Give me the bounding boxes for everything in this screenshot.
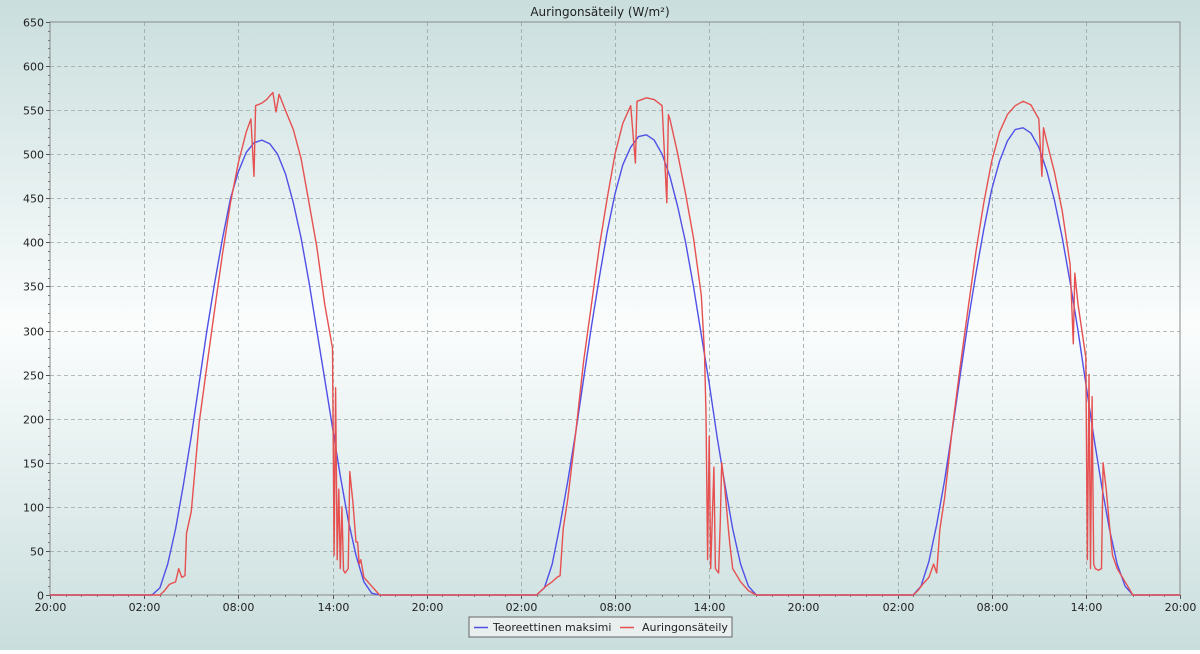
y-tick-label: 500 [23,149,44,162]
y-tick-label: 250 [23,370,44,383]
legend-box [468,616,733,638]
x-tick-label: 14:00 [1071,601,1103,614]
legend-label-theoretical: Teoreettinen maksimi [492,621,611,634]
series-line-measured [50,91,1180,596]
y-tick-label: 300 [23,326,44,339]
series-layer [50,91,1180,596]
x-tick-label: 14:00 [694,601,726,614]
y-tick-label: 200 [23,414,44,427]
y-tick-label: 100 [23,502,44,515]
x-tick-label: 20:00 [1165,601,1197,614]
y-tick-label: 400 [23,237,44,250]
x-tick-label: 14:00 [318,601,350,614]
axes: 0 50 100 150 200 250 300 350 400 450 500 550 600 650 2… [23,17,1196,615]
x-tick-label: 02:00 [506,601,538,614]
chart-title: Auringonsäteily (W/m²) [530,5,669,19]
y-tick-label: 550 [23,105,44,118]
x-tick-label: 08:00 [977,601,1009,614]
x-tick-label: 08:00 [600,601,632,614]
legend-label-measured: Auringonsäteily [642,621,728,634]
x-tick-label: 20:00 [788,601,820,614]
y-tick-label: 350 [23,281,44,294]
legend: Teoreettinen maksimi Auringonsäteily [468,616,733,638]
y-tick-label: 450 [23,193,44,206]
series-line-theoretical [50,127,1180,596]
y-tick-label: 50 [30,546,44,559]
y-tick-label: 0 [37,590,44,603]
x-tick-label: 02:00 [883,601,915,614]
y-tick-label: 650 [23,17,44,30]
x-tick-label: 08:00 [223,601,255,614]
y-tick-label: 600 [23,61,44,74]
x-tick-label: 02:00 [129,601,161,614]
y-tick-label: 150 [23,458,44,471]
x-tick-label: 20:00 [35,601,67,614]
x-tick-label: 20:00 [412,601,444,614]
